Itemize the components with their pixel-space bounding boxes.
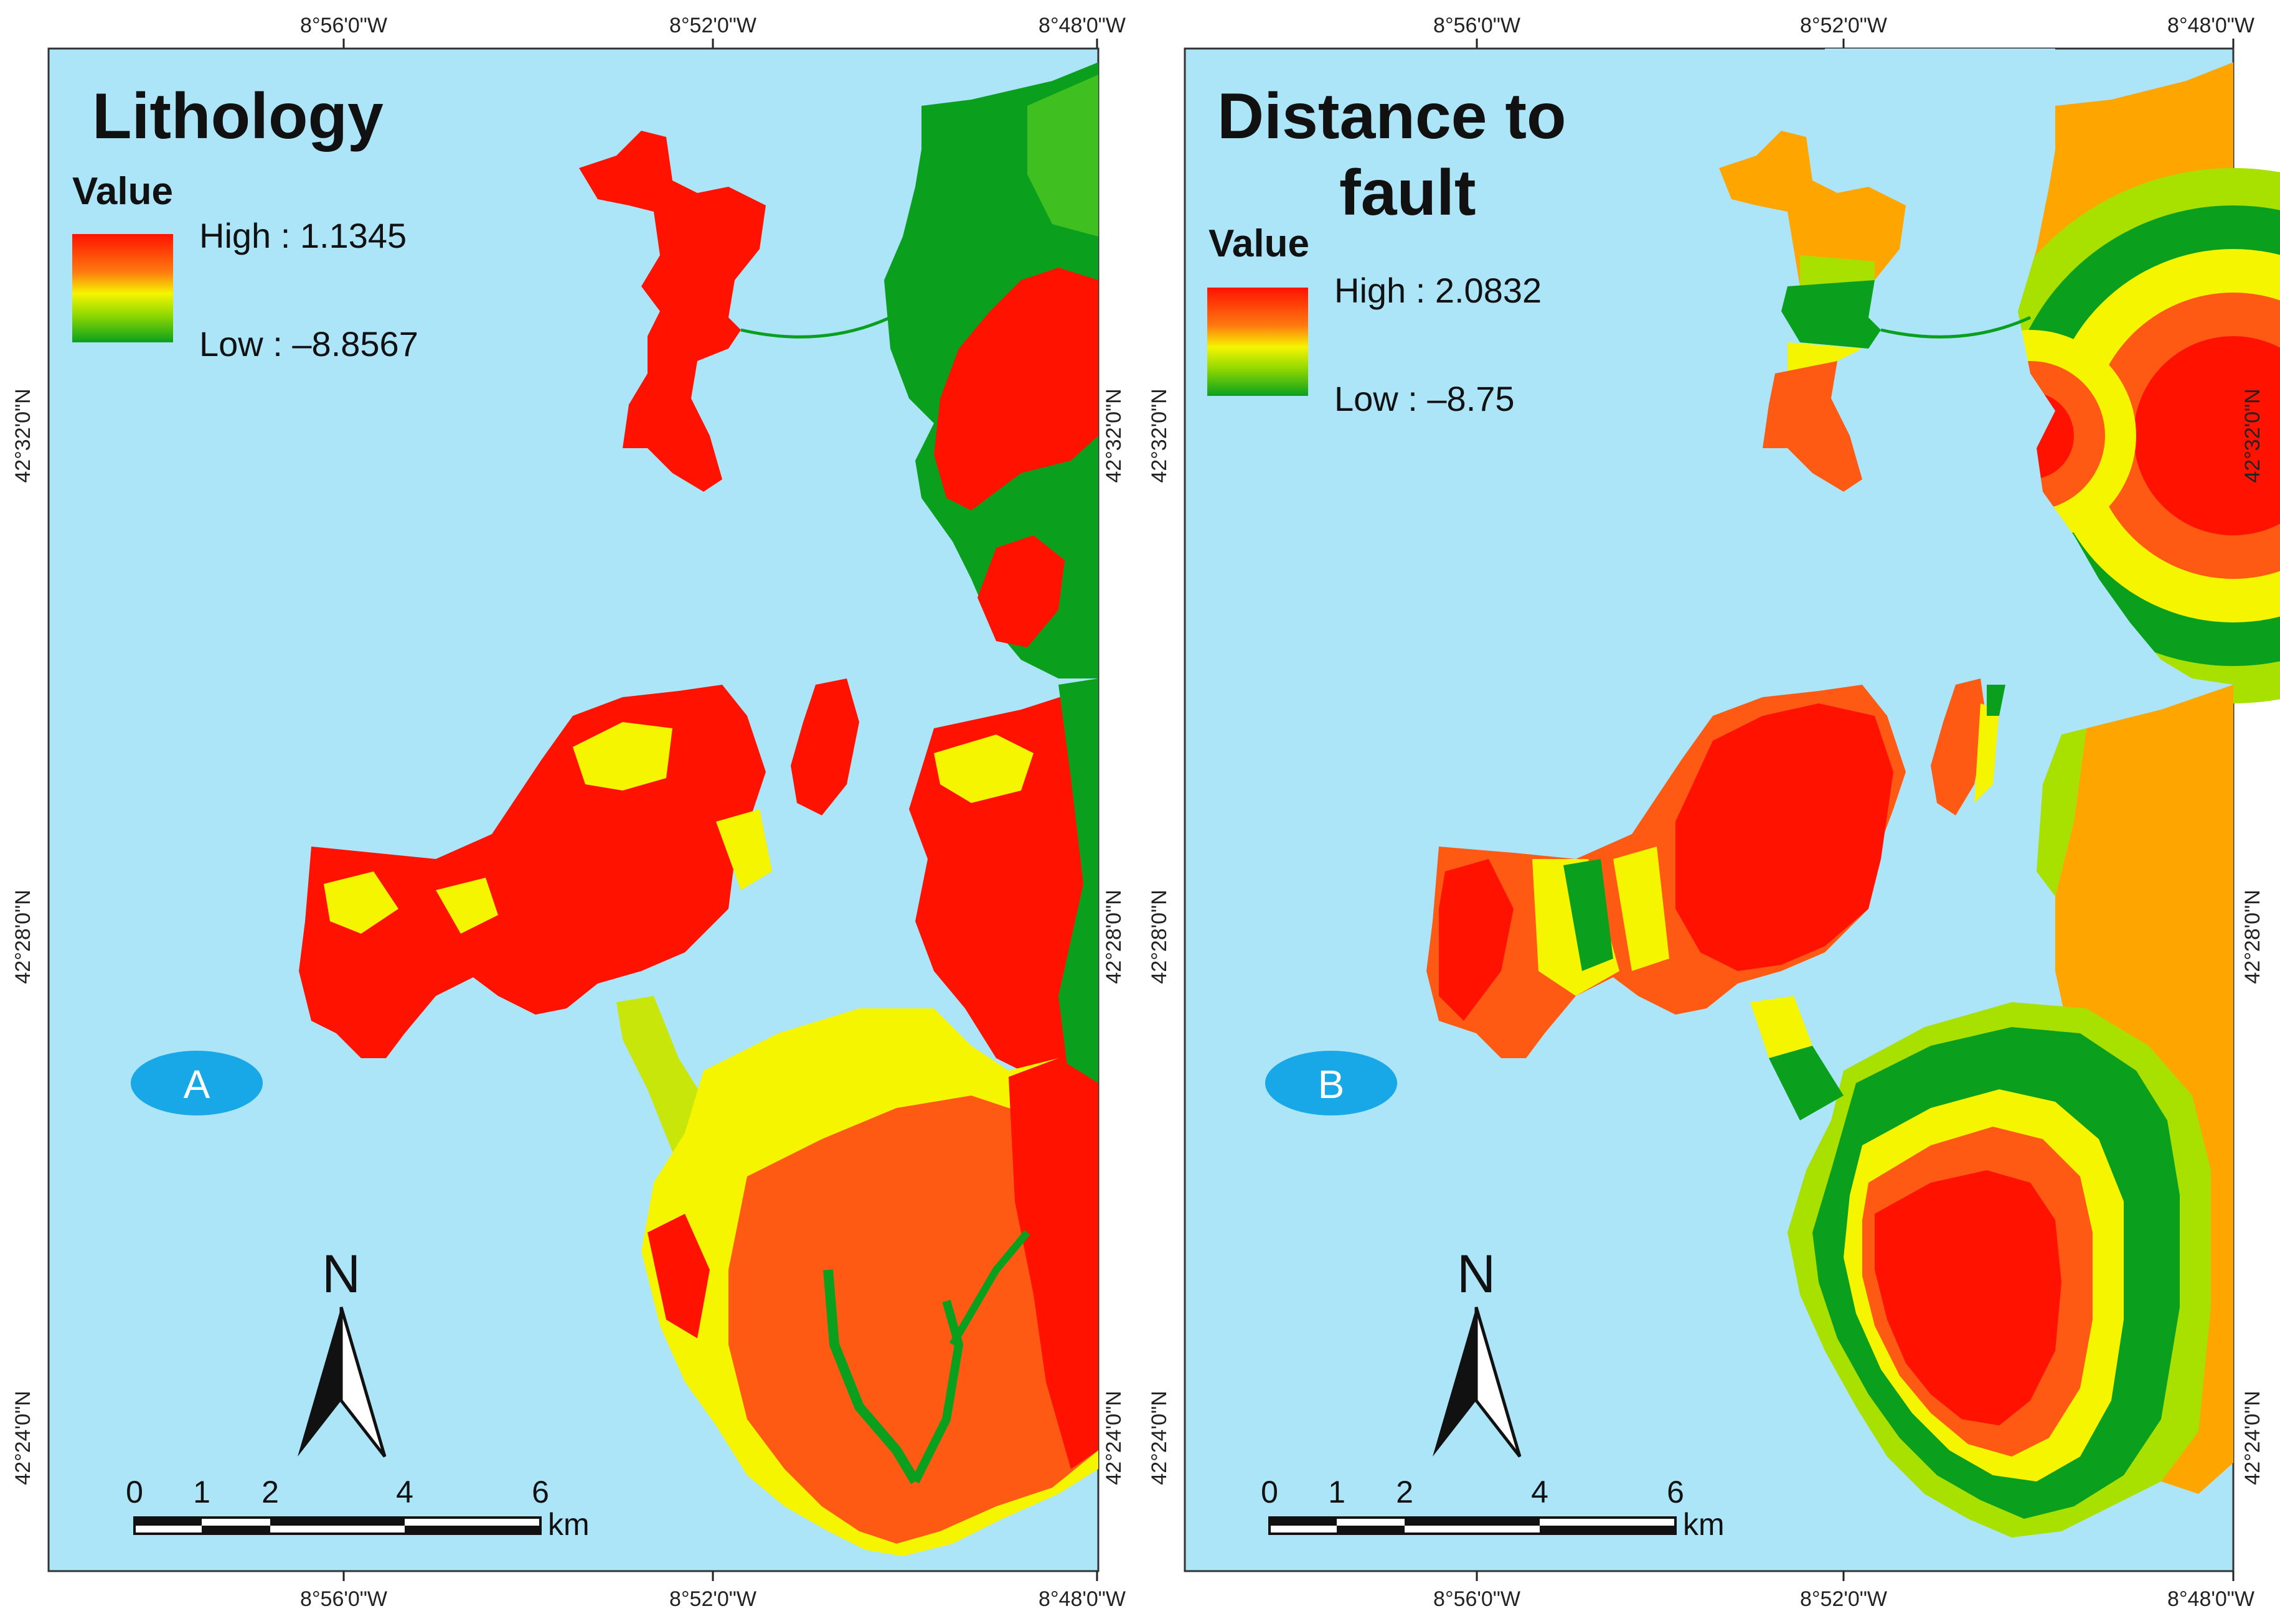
bottom-lon-tick: 8°52'0"W [669,1587,756,1611]
lithology-patch-low [1058,678,1098,1096]
svg-text:4: 4 [1531,1475,1548,1509]
fault-buffer-edge [2037,728,2086,896]
lat-tick-left: 42°28'0"N [1147,889,1171,983]
lithology-patch-high [1009,1058,1098,1469]
map-title: fault [1339,157,1476,229]
land-north-island [579,131,766,492]
land-north-island-bridge [740,316,892,339]
lithology-patch-high [934,268,1098,510]
land-north-island-mid2 [1788,342,1862,373]
svg-text:N: N [322,1244,360,1304]
lat-tick-left: 42°24'0"N [1147,1391,1171,1485]
svg-text:6: 6 [532,1475,549,1509]
legend-low-label: Low : –8.75 [1334,379,1515,418]
map-panel-a: 8°56'0"W 8°52'0"W 8°48'0"W [11,14,1126,1611]
legend-heading: Value [1208,222,1309,265]
top-lon-tick: 8°48'0"W [1039,14,1126,37]
fault-buffer-south [1788,1002,2211,1537]
lat-tick-right: 42°28'0"N [2241,889,2264,983]
top-lon-tick: 8°56'0"W [300,14,387,37]
map-panel-b: 8°56'0"W 8°52'0"W 8°48'0"W [1147,14,2280,1611]
fault-buffer-high [1675,703,1893,971]
land-tombolo [1750,996,1812,1058]
north-arrow: N [1433,1244,1522,1458]
lithology-patch-mid-high [728,1096,1098,1544]
bottom-lon-tick: 8°56'0"W [1433,1587,1520,1611]
land-tombolo [616,996,710,1152]
bottom-lon-tick: 8°56'0"W [300,1587,387,1611]
lithology-channel [823,1269,920,1485]
fault-buffer-mid [1974,703,1999,803]
legend-high-label: High : 1.1345 [199,216,407,255]
land-north-island-low [1781,280,1881,349]
north-arrow: N [298,1244,387,1458]
lithology-patch-high [648,1214,710,1338]
map-title: Distance to [1217,80,1566,153]
lithology-patch-mid [436,878,498,934]
lat-tick-right: 42°24'0"N [1102,1391,1126,1485]
svg-text:2: 2 [261,1475,279,1509]
land-small-island [791,678,859,815]
lat-tick-left: 42°28'0"N [11,889,35,983]
svg-text:0: 0 [126,1475,143,1509]
map-title: Lithology [92,80,384,153]
land-north-island-high [1763,361,1862,492]
svg-text:A: A [184,1062,210,1107]
land-tombolo-low [1769,1046,1844,1120]
land-north-island [1719,131,1906,286]
land-north-island-bridge [1880,316,2032,339]
distance-to-fault-map [1184,47,2280,1572]
top-lon-tick: 8°48'0"W [2167,14,2254,37]
fault-buffer-low [1987,685,2005,716]
legend-color-ramp [72,234,173,342]
panel-badge: A [131,1051,263,1115]
svg-text:km: km [548,1507,590,1542]
scale-bar: 0 1 2 4 6 km [126,1475,590,1542]
lithology-channel [911,1300,964,1484]
lat-tick-right: 42°24'0"N [2241,1391,2264,1485]
lat-tick-left: 42°24'0"N [11,1391,35,1485]
bottom-lon-tick: 8°48'0"W [1039,1587,1126,1611]
svg-text:1: 1 [193,1475,210,1509]
panel-badge: B [1265,1051,1397,1115]
svg-text:1: 1 [1328,1475,1345,1509]
top-lon-tick: 8°56'0"W [1433,14,1520,37]
svg-text:B: B [1318,1062,1345,1107]
svg-text:0: 0 [1261,1475,1278,1509]
land-north-island-mid [1800,255,1875,286]
top-lon-tick: 8°52'0"W [669,14,756,37]
legend-high-label: High : 2.0832 [1334,271,1542,310]
legend-color-ramp [1207,288,1308,396]
top-lon-tick: 8°52'0"W [1800,14,1887,37]
lat-tick-left: 42°32'0"N [11,388,35,482]
lat-tick-left: 42°32'0"N [1147,388,1171,482]
svg-text:2: 2 [1396,1475,1413,1509]
lithology-patch-mid [716,809,772,890]
land-northeast-light [1027,75,1098,237]
land-small-island [1931,678,1987,815]
lithology-patch-mid [324,871,398,934]
fault-buffer-low [1563,859,1613,971]
lithology-channel [949,1230,1030,1347]
sea-mask [1825,49,2233,722]
lithology-patch-mid [573,722,672,791]
svg-text:6: 6 [1667,1475,1684,1509]
lithology-patch-mid [934,735,1034,803]
lithology-patch-high [977,535,1065,647]
scale-bar: 0 1 2 4 6 km [1261,1475,1725,1542]
lat-tick-right: 42°32'0"N [2241,388,2264,482]
svg-text:4: 4 [396,1475,413,1509]
lat-tick-right: 42°28'0"N [1102,889,1126,983]
lat-tick-right: 42°32'0"N [1102,388,1126,482]
bottom-lon-tick: 8°52'0"W [1800,1587,1887,1611]
svg-text:km: km [1683,1507,1725,1542]
legend-heading: Value [72,170,173,213]
fault-buffer-mid [1613,847,1669,971]
bottom-lon-tick: 8°48'0"W [2167,1587,2254,1611]
lithology-map [47,47,1100,1572]
svg-text:N: N [1457,1244,1496,1304]
legend-low-label: Low : –8.8567 [199,324,418,364]
fault-buffer-high [1439,859,1514,1021]
